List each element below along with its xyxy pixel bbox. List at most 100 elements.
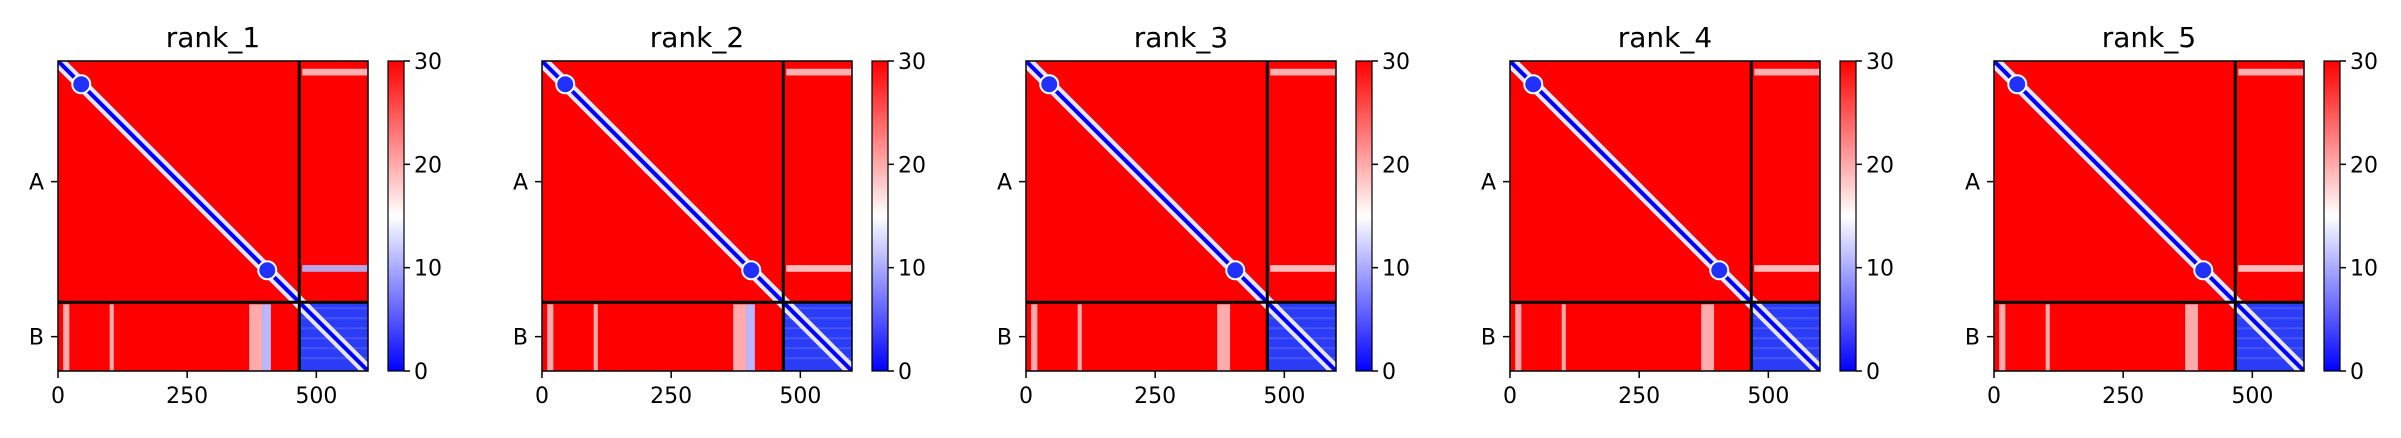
panel-title: rank_1 <box>166 21 260 54</box>
x-tick-label: 250 <box>650 384 692 409</box>
interface-band <box>1754 68 1820 76</box>
x-tick-label: 500 <box>779 384 821 409</box>
interface-stripe <box>1701 304 1715 371</box>
heatmap-cells <box>1510 61 1820 371</box>
colorbar <box>871 60 889 372</box>
interface-band <box>1270 68 1336 76</box>
plot-frame <box>57 60 369 372</box>
colorbar-tick-label: 20 <box>414 153 442 178</box>
diagonal <box>58 61 368 371</box>
chain-label: A <box>997 171 1012 196</box>
heatmap-panel: rank_1 0 250 500 A B 0 10 20 30 <box>29 21 442 409</box>
diagonal <box>1994 61 2304 371</box>
colorbar-tick-label: 10 <box>414 257 442 282</box>
chain-label: A <box>29 171 44 196</box>
diagonal-blob <box>1709 260 1730 281</box>
x-tick-label: 500 <box>295 384 337 409</box>
interface-stripe <box>547 304 554 371</box>
interface-stripe <box>2185 304 2199 371</box>
panel-title: rank_3 <box>1134 21 1228 54</box>
interface-stripe <box>1077 304 1082 371</box>
interface-band <box>302 68 368 76</box>
interface-stripe <box>2045 304 2050 371</box>
interface-stripe <box>733 304 747 371</box>
colorbar-tick-label: 20 <box>1866 153 1894 178</box>
chain-label: A <box>513 171 528 196</box>
chain-label: B <box>997 326 1012 351</box>
colorbar-tick-label: 0 <box>414 360 428 385</box>
colorbar <box>1839 60 1857 372</box>
colorbar-tick-label: 10 <box>2350 257 2378 282</box>
x-tick-label: 500 <box>2231 384 2273 409</box>
x-tick-label: 250 <box>2102 384 2144 409</box>
heatmap-panel: rank_3 0 250 500 A B 0 10 20 30 <box>997 21 1410 409</box>
x-tick-label: 0 <box>1987 384 2001 409</box>
x-tick-label: 0 <box>1019 384 1033 409</box>
diagonal-blob <box>555 74 576 95</box>
diagonal-blob <box>1039 74 1060 95</box>
colorbar-tick-label: 0 <box>898 360 912 385</box>
panel-title: rank_5 <box>2102 21 2196 54</box>
plot-frame <box>1509 60 1821 372</box>
chain-label: A <box>1965 171 1980 196</box>
panel-title: rank_2 <box>650 21 744 54</box>
interface-stripe <box>1217 304 1231 371</box>
interface-stripe <box>1561 304 1566 371</box>
diagonal <box>1510 61 1820 371</box>
colorbar-tick-label: 0 <box>2350 360 2364 385</box>
heatmap-panel: rank_2 0 250 500 A B 0 10 20 30 <box>513 21 926 409</box>
colorbar <box>387 60 405 372</box>
interface-stripe <box>1031 304 1038 371</box>
heatmap-panel: rank_5 0 250 500 A B 0 10 20 30 <box>1965 21 2378 409</box>
interface-stripe <box>593 304 598 371</box>
colorbar-tick-label: 10 <box>1866 257 1894 282</box>
heatmap-panel: rank_4 0 250 500 A B 0 10 20 30 <box>1481 21 1894 409</box>
interface-band <box>1754 265 1820 272</box>
interface-stripe <box>1515 304 1522 371</box>
colorbar-tick-label: 30 <box>1866 50 1894 75</box>
colorbar-tick-label: 30 <box>1382 50 1410 75</box>
colorbar-tick-label: 30 <box>898 50 926 75</box>
colorbar-tick-label: 20 <box>2350 153 2378 178</box>
interface-stripe <box>63 304 70 371</box>
x-tick-label: 250 <box>1618 384 1660 409</box>
diagonal-blob <box>1225 260 1246 281</box>
chain-label: B <box>29 326 44 351</box>
x-tick-label: 250 <box>166 384 208 409</box>
colorbar <box>1355 60 1373 372</box>
diagonal-blob <box>1523 74 1544 95</box>
colorbar-tick-label: 20 <box>898 153 926 178</box>
colorbar-tick-label: 20 <box>1382 153 1410 178</box>
plot-frame <box>1993 60 2305 372</box>
interface-band <box>2238 265 2304 272</box>
x-tick-label: 0 <box>51 384 65 409</box>
interface-band <box>786 68 852 76</box>
diagonal-blob <box>2193 260 2214 281</box>
colorbar-tick-label: 30 <box>414 50 442 75</box>
x-tick-label: 0 <box>1503 384 1517 409</box>
interface-stripe <box>746 304 755 371</box>
chain-label: B <box>1965 326 1980 351</box>
plot-frame <box>1025 60 1337 372</box>
diagonal-blob <box>2007 74 2028 95</box>
diagonal-blob <box>257 260 278 281</box>
colorbar-tick-label: 10 <box>1382 257 1410 282</box>
interface-band <box>2238 68 2304 76</box>
heatmap-cells <box>1026 61 1336 371</box>
colorbar-tick-label: 30 <box>2350 50 2378 75</box>
diagonal-blob <box>741 260 762 281</box>
chain-label: A <box>1481 171 1496 196</box>
interface-stripe <box>1999 304 2006 371</box>
interface-band <box>786 265 852 272</box>
interface-band <box>302 265 368 272</box>
colorbar-tick-label: 0 <box>1866 360 1880 385</box>
chain-label: B <box>1481 326 1496 351</box>
colorbar <box>2323 60 2341 372</box>
panel-title: rank_4 <box>1618 21 1712 54</box>
diagonal-blob <box>71 74 92 95</box>
heatmap-cells <box>542 61 852 371</box>
diagonal <box>1026 61 1336 371</box>
diagonal <box>542 61 852 371</box>
colorbar-tick-label: 10 <box>898 257 926 282</box>
interface-stripe <box>109 304 114 371</box>
